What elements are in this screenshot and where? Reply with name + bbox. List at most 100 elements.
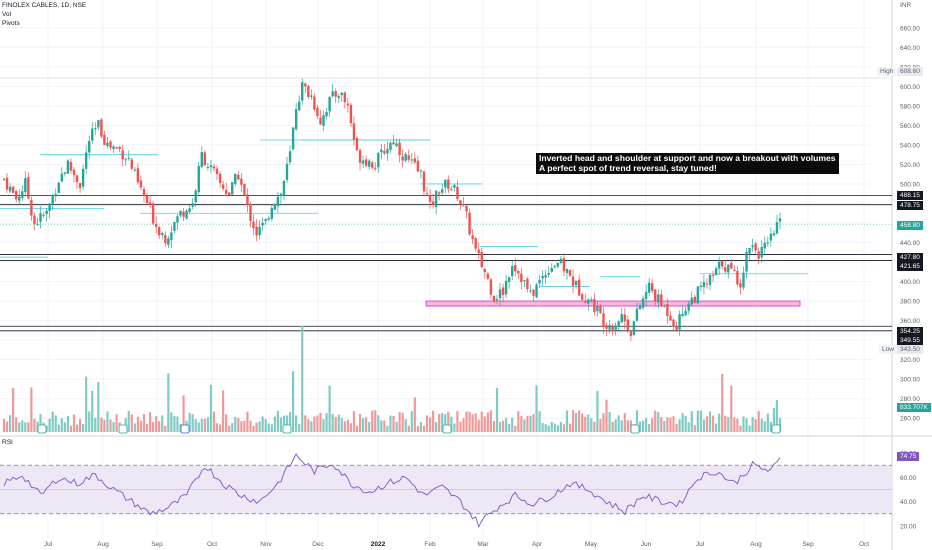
- candle-body: [462, 204, 465, 206]
- candle-body: [504, 280, 508, 295]
- candle-body: [206, 166, 210, 168]
- volume-bar: [529, 415, 532, 432]
- candle-body: [547, 272, 550, 275]
- volume-value-tag: 833.707K: [897, 403, 931, 412]
- volume-bar: [152, 422, 155, 432]
- volume-bar: [100, 417, 103, 432]
- candle-body: [255, 226, 258, 236]
- candle-body: [623, 314, 626, 322]
- candle-body: [188, 208, 191, 212]
- volume-bar: [505, 417, 508, 432]
- candle-body: [392, 142, 395, 145]
- event-markers[interactable]: [37, 424, 781, 434]
- candle-body: [66, 160, 70, 174]
- time-tick-label: Jul: [44, 541, 53, 548]
- support-zone[interactable]: [425, 300, 801, 307]
- candle-body: [2, 178, 6, 180]
- volume-bar: [559, 422, 562, 432]
- horizontal-levels[interactable]: [0, 77, 892, 332]
- volume-bar: [718, 413, 721, 432]
- volume-bar: [12, 387, 15, 432]
- volume-bar: [270, 424, 273, 432]
- candle-body: [468, 212, 471, 235]
- candle-body: [218, 173, 222, 183]
- volume-bar: [514, 425, 517, 432]
- volume-bar: [410, 411, 413, 432]
- volume-bar: [714, 423, 718, 432]
- volume-bar: [727, 417, 730, 432]
- candle-body: [562, 258, 566, 272]
- rsi-value-tag: 74.75: [897, 452, 920, 461]
- volume-bar: [562, 424, 566, 432]
- candle-body: [532, 289, 535, 296]
- volume-bar: [252, 425, 255, 432]
- volume-bar: [681, 413, 684, 432]
- volume-bar: [413, 397, 416, 432]
- volume-bar: [736, 418, 739, 432]
- volume-bar: [288, 412, 292, 432]
- candle-body: [377, 152, 380, 168]
- candle-body: [769, 233, 773, 241]
- candle-body: [316, 107, 319, 117]
- volume-bar: [404, 419, 407, 432]
- volume-bar: [447, 411, 450, 432]
- candle-body: [666, 303, 669, 316]
- candle-body: [760, 247, 763, 258]
- volume-bar: [85, 376, 88, 432]
- volume-bar: [197, 422, 200, 432]
- candle-body: [459, 200, 462, 205]
- candle-body: [267, 218, 270, 220]
- analysis-note: Inverted head and shoulder at support an…: [536, 153, 839, 174]
- candle-body: [593, 298, 596, 312]
- candle-body: [383, 150, 386, 154]
- candle-body: [75, 175, 79, 183]
- volume-bar: [745, 418, 748, 432]
- rsi-indicator-label[interactable]: RSI: [2, 439, 13, 446]
- volume-bar: [88, 411, 91, 432]
- candle-body: [544, 275, 547, 278]
- volume-bar: [249, 420, 252, 432]
- volume-bar: [18, 422, 21, 432]
- candle-body: [322, 115, 325, 126]
- volume-bar: [319, 412, 322, 432]
- candle-body: [526, 278, 529, 290]
- candle-body: [182, 211, 185, 217]
- volume-bar: [188, 412, 191, 432]
- volume-indicator-label[interactable]: Vol: [2, 11, 12, 18]
- candle-body: [620, 314, 623, 323]
- time-axis[interactable]: Jul Aug Sep Oct Nov Dec 2022 Feb Mar Apr May Jun Jul…: [44, 541, 869, 548]
- volume-bar: [428, 417, 432, 432]
- volume-bar: [60, 418, 63, 432]
- candle-body: [106, 142, 109, 146]
- volume-bar: [142, 414, 146, 432]
- candle-body: [635, 308, 639, 321]
- time-tick-label: Sep: [151, 541, 163, 548]
- volume-bar: [285, 415, 289, 432]
- candle-body: [304, 83, 307, 87]
- volume-bar: [721, 374, 724, 432]
- candle-body: [310, 95, 313, 97]
- pivots-indicator-label[interactable]: Pivots: [2, 20, 20, 27]
- volume-bar: [352, 411, 356, 432]
- level-tag: 354.25: [897, 327, 923, 336]
- volume-bar: [8, 415, 12, 432]
- price-tick-label: 400.00: [900, 279, 920, 286]
- volume-bar: [663, 420, 666, 432]
- volume-bar: [666, 417, 669, 432]
- candle-body: [45, 210, 48, 215]
- volume-bar: [772, 408, 776, 432]
- time-tick-label: Apr: [532, 541, 543, 548]
- volume-bar: [599, 418, 602, 432]
- rsi-tick-label: 20.00: [900, 523, 917, 530]
- volume-bar: [556, 425, 559, 432]
- volume-bar: [383, 420, 386, 432]
- symbol-title[interactable]: FINOLEX CABLES, 1D, NSE: [2, 2, 87, 9]
- candle-body: [258, 226, 261, 236]
- volume-bar: [392, 415, 395, 432]
- volume-bar: [687, 422, 690, 432]
- price-tick-label: 360.00: [900, 318, 920, 325]
- volume-bar: [386, 425, 389, 432]
- volume-bar: [343, 421, 346, 432]
- volume-bar: [371, 410, 374, 432]
- candle-body: [167, 238, 170, 245]
